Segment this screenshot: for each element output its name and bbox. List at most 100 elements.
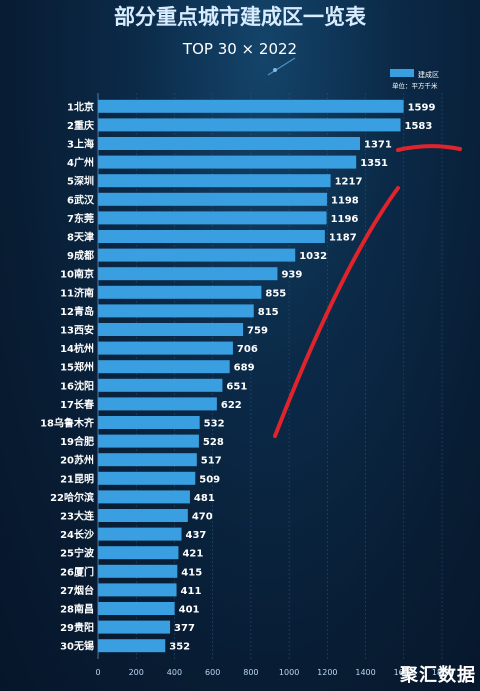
x-tick-label: 600 bbox=[205, 668, 220, 677]
bar bbox=[98, 453, 197, 467]
bar bbox=[98, 99, 404, 113]
data-label: 622 bbox=[221, 400, 242, 411]
bar bbox=[98, 285, 262, 299]
bar bbox=[98, 490, 190, 504]
bar bbox=[98, 155, 357, 169]
bar bbox=[98, 323, 244, 336]
data-label: 1599 bbox=[408, 102, 436, 113]
background-decoration bbox=[267, 57, 296, 76]
legend: 建成区 单位：平方千米 bbox=[390, 69, 439, 90]
legend-label: 建成区 bbox=[418, 70, 439, 79]
data-label: 689 bbox=[234, 363, 255, 374]
data-label: 706 bbox=[237, 344, 258, 355]
bar bbox=[98, 527, 182, 541]
bar bbox=[98, 602, 175, 615]
category-label: 25宁波 bbox=[60, 547, 95, 560]
bar bbox=[98, 509, 188, 522]
data-label: 415 bbox=[181, 567, 202, 578]
data-label: 421 bbox=[182, 549, 203, 560]
category-label: 10南京 bbox=[60, 268, 94, 281]
category-label: 29贵阳 bbox=[60, 621, 94, 634]
data-label: 1032 bbox=[299, 251, 327, 262]
category-label: 22哈尔滨 bbox=[50, 491, 94, 504]
category-label: 6武汉 bbox=[67, 193, 95, 206]
data-label: 1198 bbox=[331, 195, 359, 206]
data-label: 1351 bbox=[360, 158, 388, 169]
category-label: 17长春 bbox=[60, 398, 94, 411]
bar bbox=[98, 192, 327, 206]
bar bbox=[98, 211, 327, 225]
bar bbox=[98, 341, 233, 355]
category-label: 3上海 bbox=[67, 138, 94, 151]
data-label: 759 bbox=[247, 326, 268, 337]
data-label: 815 bbox=[258, 307, 279, 318]
data-label: 939 bbox=[281, 270, 302, 281]
data-label: 481 bbox=[194, 493, 215, 504]
x-tick-label: 1200 bbox=[317, 668, 337, 677]
data-label: 401 bbox=[179, 605, 200, 616]
x-tick-label: 1600 bbox=[394, 668, 414, 677]
category-label: 11济南 bbox=[60, 286, 94, 299]
data-label: 352 bbox=[169, 642, 190, 653]
chart-subtitle: TOP 30 × 2022 bbox=[182, 40, 297, 58]
category-label: 14杭州 bbox=[60, 342, 94, 355]
data-label: 509 bbox=[199, 474, 220, 485]
category-label: 8天津 bbox=[67, 231, 94, 244]
bar bbox=[98, 378, 223, 392]
category-label: 20苏州 bbox=[60, 454, 94, 467]
category-label: 5深圳 bbox=[67, 175, 94, 188]
bar bbox=[98, 434, 199, 448]
category-label: 19合肥 bbox=[60, 435, 94, 448]
category-label: 7东莞 bbox=[67, 212, 94, 225]
data-label: 1583 bbox=[405, 121, 433, 132]
data-label: 377 bbox=[174, 623, 195, 634]
category-label: 24长沙 bbox=[60, 528, 94, 541]
category-label: 9成都 bbox=[67, 249, 94, 262]
data-label: 437 bbox=[186, 530, 207, 541]
x-tick-label: 200 bbox=[129, 668, 144, 677]
bar bbox=[98, 583, 177, 597]
bar bbox=[98, 174, 331, 188]
bar bbox=[98, 564, 178, 578]
chart-title: 部分重点城市建成区一览表 bbox=[114, 5, 367, 29]
category-label: 18乌鲁木齐 bbox=[40, 417, 95, 430]
bars: 1北京 1599 2重庆 1583 3上海 1371 4广州 1351 5深圳 1217 6武汉 11… bbox=[40, 99, 436, 653]
bar bbox=[98, 118, 401, 132]
bar bbox=[98, 267, 278, 281]
category-label: 15郑州 bbox=[60, 361, 94, 374]
watermark: 聚汇数据 bbox=[400, 665, 476, 686]
category-label: 2重庆 bbox=[67, 119, 94, 132]
bar bbox=[98, 620, 171, 634]
category-label: 12青岛 bbox=[60, 305, 94, 318]
category-label: 28南昌 bbox=[60, 603, 94, 616]
bar bbox=[98, 471, 196, 485]
category-label: 16沈阳 bbox=[60, 379, 94, 392]
data-label: 411 bbox=[181, 586, 202, 597]
legend-unit: 单位：平方千米 bbox=[392, 81, 438, 90]
bar bbox=[98, 137, 361, 150]
bar bbox=[98, 304, 254, 318]
bar bbox=[98, 360, 230, 374]
x-tick-label: 1400 bbox=[355, 668, 375, 677]
x-tick-label: 800 bbox=[243, 668, 258, 677]
red-pen-stroke-long bbox=[273, 186, 400, 438]
x-axis: 0 200 400 600 800 1000 1200 1400 1600 1800 bbox=[95, 93, 452, 677]
bar bbox=[98, 248, 296, 262]
category-label: 23大连 bbox=[60, 510, 95, 523]
annotations bbox=[273, 144, 462, 438]
x-tick-label: 1000 bbox=[279, 668, 299, 677]
category-label: 4广州 bbox=[67, 156, 94, 169]
legend-swatch bbox=[390, 69, 414, 77]
bar bbox=[98, 416, 200, 429]
data-label: 1196 bbox=[331, 214, 359, 225]
data-label: 651 bbox=[226, 381, 247, 392]
data-label: 532 bbox=[204, 419, 225, 430]
data-label: 470 bbox=[192, 512, 213, 523]
bar bbox=[98, 230, 325, 243]
bar bbox=[98, 639, 166, 653]
category-label: 1北京 bbox=[67, 100, 94, 113]
data-label: 528 bbox=[203, 437, 224, 448]
data-label: 1217 bbox=[335, 177, 363, 188]
category-label: 30无锡 bbox=[60, 640, 94, 653]
